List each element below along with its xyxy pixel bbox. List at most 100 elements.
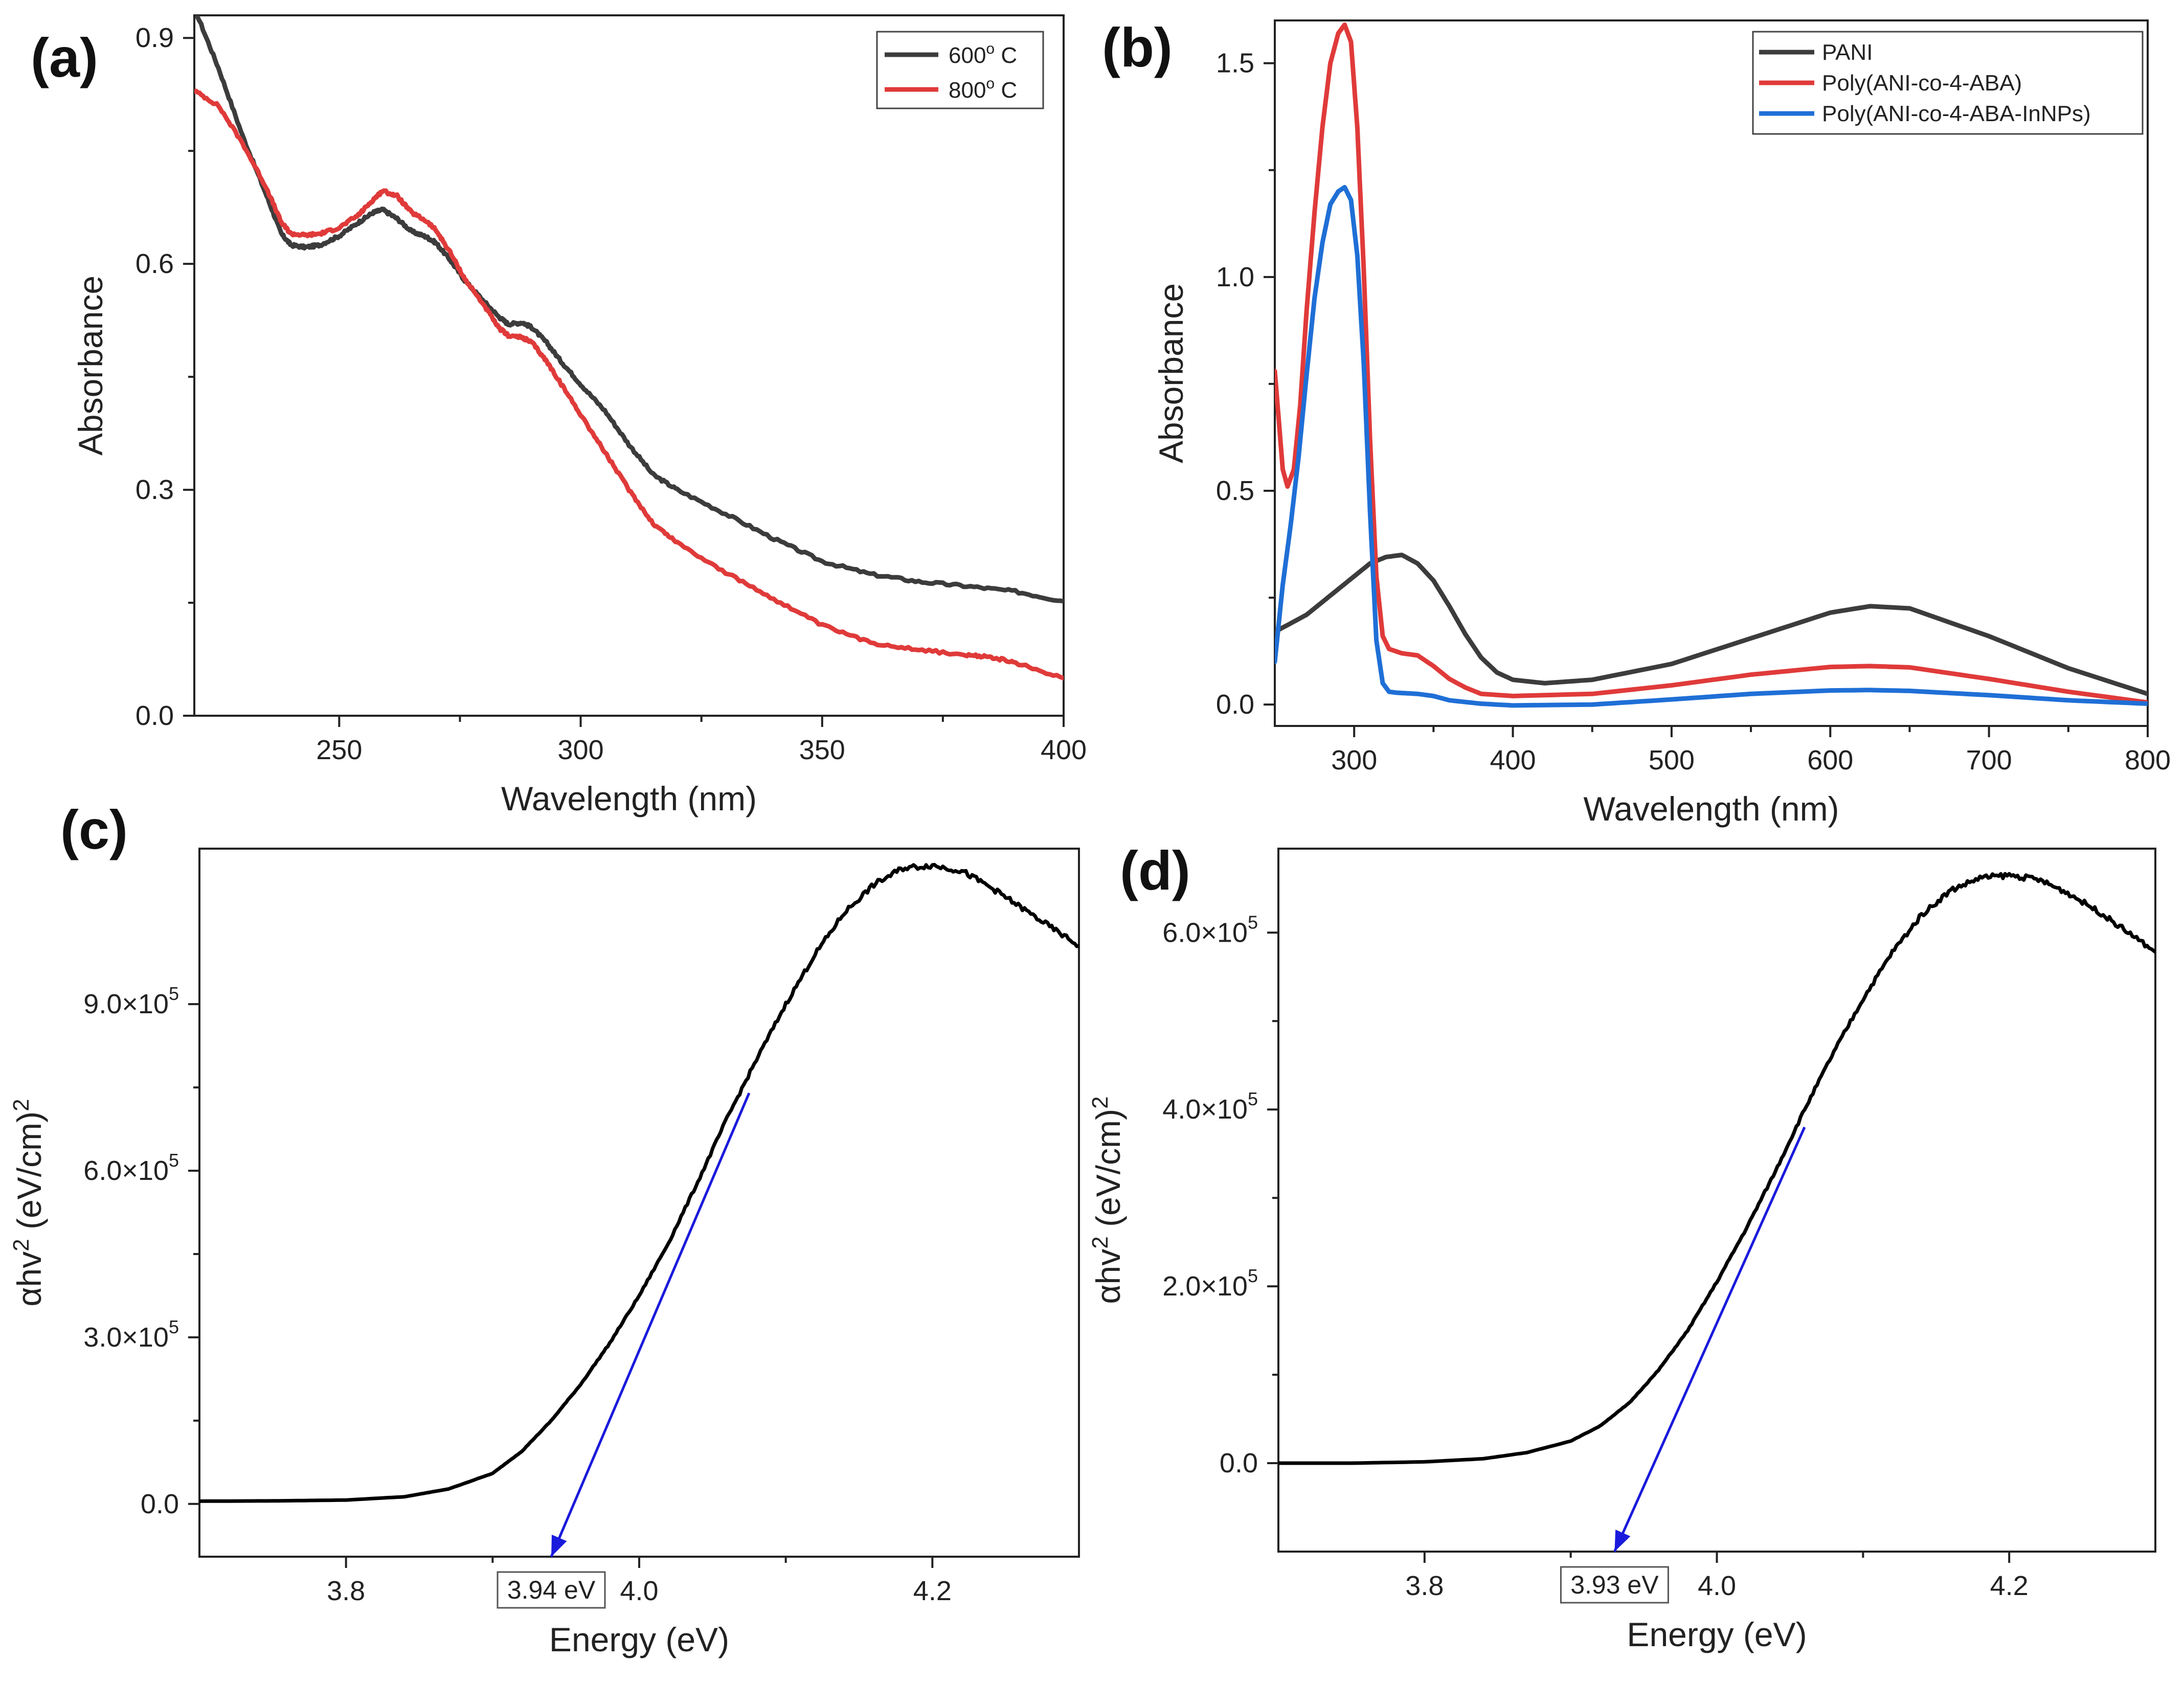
panel-label-d: (d) [1120,839,1190,901]
legend-box [1752,31,2144,135]
legend-label-tail: C [995,43,1017,68]
y-tick-label: 6.0×105 [1162,912,1258,948]
legend-label: PANI [1822,40,1873,65]
y-tick-mantissa: 2.0×10 [1162,1271,1248,1302]
y-tick-label: 0.3 [136,474,174,505]
y-title-sup: 2 [1088,1096,1113,1108]
y-tick-label: 0.5 [1216,475,1254,506]
panel-label-a: (a) [31,27,98,88]
panel-label-b: (b) [1102,16,1173,78]
series-group [1278,872,2155,1465]
y-axis-title: Absorbance [1152,283,1190,463]
y-tick-label: 1.5 [1216,48,1254,79]
y-tick-mantissa: 0.0 [141,1489,179,1519]
tangent-arrow-head [551,1534,567,1557]
x-tick-label: 250 [316,735,362,765]
y-tick-label: 4.0×105 [1162,1088,1258,1125]
x-tick-label: 800 [2125,745,2171,776]
y-tick-mantissa: 6.0×10 [83,1155,169,1186]
x-tick-label: 500 [1649,745,1695,776]
y-tick-label: 2.0×105 [1162,1265,1258,1302]
x-axis-title: Energy (eV) [549,1621,729,1658]
band-gap-box [1560,1566,1669,1604]
panel-label-c: (c) [60,799,128,860]
band-gap-box [497,1571,606,1609]
y-tick-label: 0.9 [136,22,174,53]
band-gap-label: 3.93 eV [1570,1571,1659,1599]
panel-c-chart: 3.8 4.0 4.20.03.0×1056.0×1059.0×105Energy … [9,848,1080,1658]
x-tick-label: 300 [1331,745,1377,776]
legend-label: 800o C [949,75,1017,103]
legend-label-main: 600 [949,43,986,68]
y-tick-label: 0.0 [141,1489,179,1519]
y-tick-mantissa: 3.0×10 [83,1322,169,1353]
legend-label-main: 800 [949,78,986,103]
x-axis-title: Energy (eV) [1627,1615,1807,1653]
y-tick-exponent: 5 [169,1150,179,1171]
x-tick-label: 4.2 [1990,1571,2029,1601]
x-axis-title: Wavelength (nm) [501,780,757,817]
band-gap-label: 3.94 eV [507,1576,596,1604]
plot-frame [193,14,1065,717]
y-title-sup: 2 [1088,1236,1113,1248]
series-line-poly-ani-co-4-aba-innps- [1275,185,2148,708]
x-tick-label: 4.2 [913,1576,952,1606]
y-tick-mantissa: 4.0×10 [1162,1094,1248,1125]
x-tick-label: 3.8 [327,1576,365,1606]
x-tick-label: 700 [1966,745,2012,776]
panel-d-chart: 3.8 4.0 4.20.02.0×1054.0×1056.0×105Energy … [1088,848,2156,1653]
legend-label-sup: o [986,40,995,57]
series-group [1275,22,2148,708]
x-tick-label: 300 [558,735,604,765]
y-tick-mantissa: 6.0×10 [1162,917,1248,948]
panel-b-chart: 300 400 500 600 700 800 0.0 0.5 1.0 1.5 Wavelength… [1152,19,2171,828]
series-line-poly-ani-co-4-aba- [1275,22,2148,705]
y-tick-mantissa: 9.0×10 [83,989,169,1019]
y-tick-label: 1.0 [1216,262,1254,292]
series-line-pani [1275,553,2148,696]
x-axis-title: Wavelength (nm) [1583,790,1839,828]
x-tick-label: 400 [1490,745,1536,776]
y-tick-exponent: 5 [1248,1265,1258,1286]
y-tick-label: 0.0 [1216,689,1254,720]
series-line-data [1278,872,2155,1465]
panel-a-chart: 250 300 350 400 0.0 0.3 0.6 0.9 Wavelength (nm) A… [72,14,1087,817]
tangent-fit-line [550,1092,751,1557]
y-axis-title: Absorbance [72,276,109,456]
series-group [199,862,1079,1503]
x-tick-label: 400 [1041,735,1087,765]
series-line-600o-c [194,15,1064,604]
series-group [194,15,1064,680]
y-tick-label: 0.6 [136,248,174,279]
legend-box [876,31,1044,109]
legend-label: Poly(ANI-co-4-ABA-InNPs) [1822,101,2091,126]
y-tick-label: 0.0 [1220,1448,1258,1478]
y-title-sup: 2 [9,1099,34,1111]
series-line-data [199,862,1079,1503]
x-tick-label: 600 [1807,745,1853,776]
y-axis-title: αhv2 (eV/cm)2 [1088,1096,1127,1304]
tangent-arrow-head [1614,1530,1631,1552]
legend-label: 600o C [949,40,1017,68]
y-tick-exponent: 5 [169,1316,179,1337]
y-title-sup: 2 [9,1239,34,1251]
y-tick-label: 0.0 [136,700,174,731]
legend-label-tail: C [995,78,1017,103]
y-tick-exponent: 5 [1248,912,1258,932]
legend-label-sup: o [986,75,995,92]
x-tick-label: 4.0 [1698,1571,1736,1601]
x-tick-label: 3.8 [1405,1571,1444,1601]
y-title-part: αhv [10,1251,48,1307]
y-tick-label: 3.0×105 [83,1316,179,1353]
y-tick-exponent: 5 [1248,1088,1258,1109]
y-axis-title: αhv2 (eV/cm)2 [9,1099,48,1306]
y-title-part: αhv [1089,1249,1127,1304]
x-tick-label: 350 [799,735,845,765]
x-tick-label: 4.0 [620,1576,658,1606]
y-title-part: (eV/cm) [1089,1109,1127,1236]
y-tick-label: 9.0×105 [83,983,179,1019]
y-tick-mantissa: 0.0 [1220,1448,1258,1478]
y-tick-label: 6.0×105 [83,1150,179,1186]
legend-label: Poly(ANI-co-4-ABA) [1822,71,2022,96]
